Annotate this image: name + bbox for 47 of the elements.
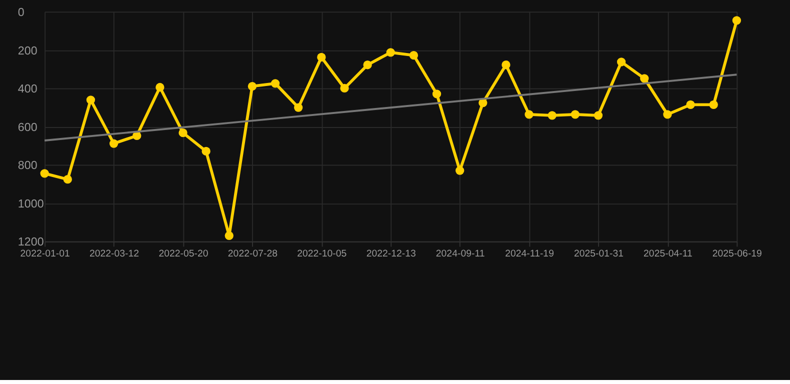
x-tick-label: 2022-03-12 — [90, 248, 140, 260]
x-tick-label: 2022-10-05 — [297, 248, 347, 260]
point — [202, 146, 210, 156]
y-tick-label: 800 — [18, 159, 38, 172]
point — [86, 96, 96, 104]
x-tick-label: 2025-04-11 — [644, 248, 692, 260]
point — [663, 110, 672, 119]
point — [594, 111, 603, 120]
point — [270, 79, 280, 88]
x-tick-label: 2025-01-31 — [574, 248, 624, 260]
point — [432, 90, 442, 98]
x-tick-label: 2022-05-20 — [158, 248, 209, 260]
y-tick-label: 400 — [18, 82, 38, 96]
point — [570, 110, 580, 119]
y-tick-label: 1200 — [18, 236, 44, 249]
point — [686, 100, 695, 110]
point — [548, 111, 556, 120]
point — [709, 100, 718, 110]
y-tick-label: 0 — [18, 6, 25, 20]
point — [40, 169, 49, 178]
x-tick-label: 2025-06-19 — [712, 248, 762, 260]
point — [409, 50, 418, 60]
point — [640, 74, 649, 83]
x-tick-label: 2022-01-01 — [20, 248, 70, 260]
x-tick-label: 2024-11-19 — [505, 248, 554, 260]
y-tick-label: 200 — [18, 44, 38, 58]
point — [340, 84, 349, 93]
y-tick-label: 1000 — [18, 197, 44, 210]
point — [617, 58, 626, 66]
x-tick-label: 2022-07-28 — [228, 248, 278, 260]
point — [63, 175, 72, 184]
x-tick-label: 2024-09-11 — [436, 248, 485, 260]
point — [524, 110, 534, 119]
point — [224, 231, 234, 240]
point — [456, 166, 464, 175]
point — [109, 139, 118, 148]
point — [294, 103, 303, 112]
point — [363, 60, 372, 70]
point — [386, 48, 395, 57]
point — [317, 52, 326, 62]
point — [248, 82, 257, 91]
point — [178, 128, 188, 138]
point — [502, 60, 510, 70]
y-tick-label: 600 — [18, 120, 38, 134]
point — [732, 16, 742, 25]
point — [156, 82, 164, 92]
x-tick-label: 2022-12-13 — [366, 248, 416, 260]
